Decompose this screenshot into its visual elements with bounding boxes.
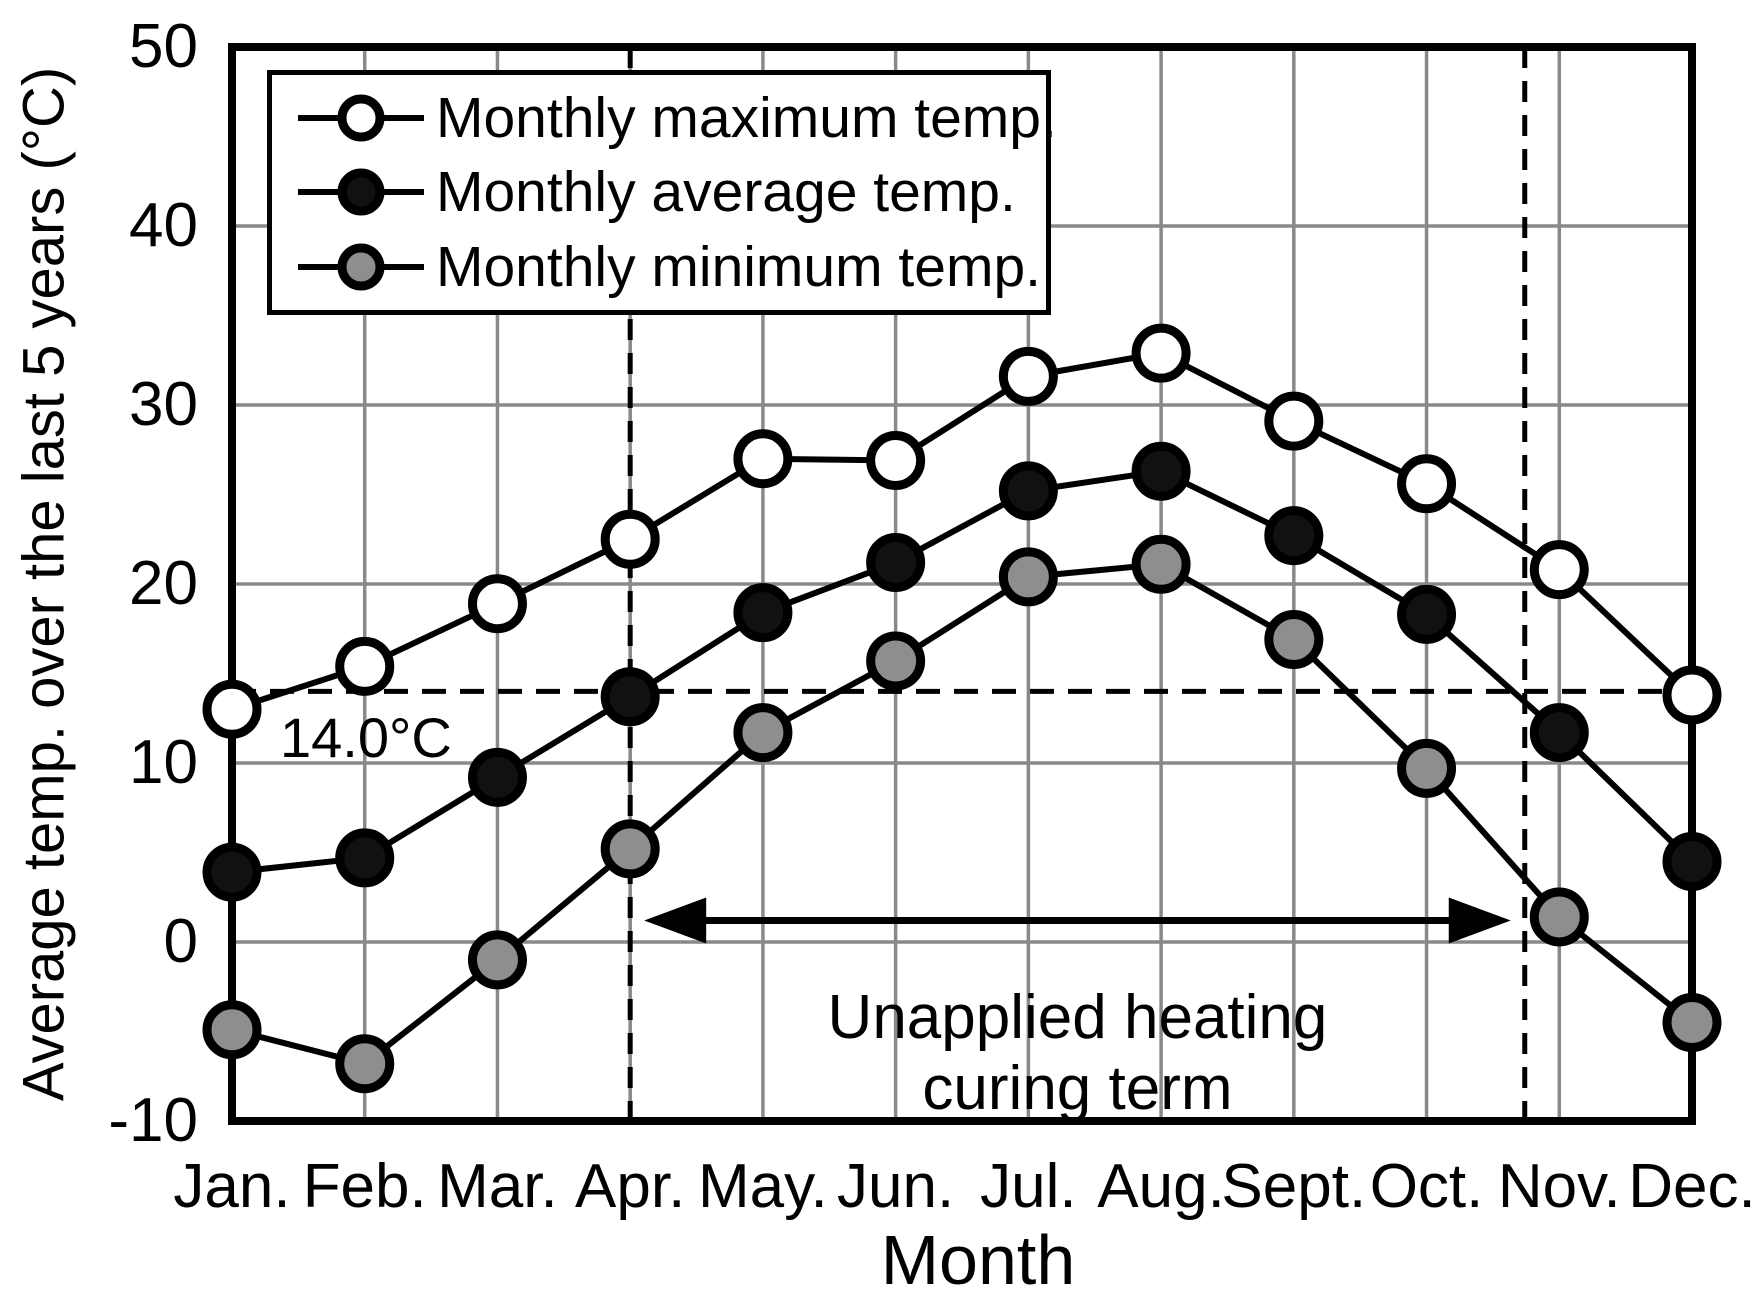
x-tick-label: Apr. <box>575 1152 686 1221</box>
data-point-marker <box>335 636 395 696</box>
x-tick-label: Feb. <box>302 1152 427 1221</box>
data-point-marker <box>202 1000 262 1060</box>
filled-black-circle-marker-icon <box>298 168 424 216</box>
x-tick-label: Dec. <box>1628 1152 1755 1221</box>
x-tick-label: May. <box>698 1152 828 1221</box>
arrow-head-right <box>1448 897 1511 944</box>
data-point-marker <box>600 819 660 879</box>
legend-circle-max <box>337 94 385 142</box>
data-point-marker <box>866 533 926 593</box>
data-point-marker <box>1662 665 1722 725</box>
data-point-marker <box>866 430 926 490</box>
legend: Monthly maximum temp. Monthly average te… <box>267 70 1057 315</box>
data-point-marker <box>335 828 395 888</box>
data-point-marker <box>202 842 262 902</box>
data-point-marker <box>1397 584 1457 644</box>
legend-item-min: Monthly minimum temp. <box>272 234 1046 300</box>
x-tick-label: Jul. <box>980 1152 1077 1221</box>
data-point-marker <box>467 747 527 807</box>
data-point-marker <box>202 679 262 739</box>
x-tick-label: Jan. <box>173 1152 291 1221</box>
data-point-marker <box>600 509 660 569</box>
reference-line-label: 14.0°C <box>280 706 452 770</box>
data-point-marker <box>1529 887 1589 947</box>
x-tick-label: Nov. <box>1497 1152 1621 1221</box>
plot-border <box>228 43 1696 1125</box>
data-point-marker <box>1264 609 1324 669</box>
y-tick-label: 30 <box>129 370 198 439</box>
curing-term-annotation: Unapplied heating curing term <box>828 982 1328 1124</box>
legend-label: Monthly average temp. <box>436 160 1016 225</box>
data-point-marker <box>733 583 793 643</box>
legend-label: Monthly minimum temp. <box>436 234 1041 299</box>
legend-label: Monthly maximum temp. <box>436 86 1057 151</box>
data-point-marker <box>1264 506 1324 566</box>
x-axis-title: Month <box>880 1221 1076 1296</box>
filled-gray-circle-marker-icon <box>298 243 424 291</box>
data-point-marker <box>1529 703 1589 763</box>
data-point-marker <box>467 930 527 990</box>
y-tick-label: 0 <box>163 907 198 976</box>
data-point-marker <box>998 461 1058 521</box>
legend-circle-min <box>337 243 385 291</box>
data-point-marker <box>733 703 793 763</box>
y-tick-label: 20 <box>129 549 198 618</box>
x-tick-label: Aug. <box>1097 1152 1225 1221</box>
x-tick-label: Jun. <box>837 1152 955 1221</box>
data-point-marker <box>1397 454 1457 514</box>
data-point-marker <box>1131 534 1191 594</box>
data-point-marker <box>1529 540 1589 600</box>
data-point-marker <box>1662 993 1722 1053</box>
x-tick-label: Sept. <box>1221 1152 1367 1221</box>
x-tick-label: Oct. <box>1369 1152 1484 1221</box>
data-point-marker <box>1131 441 1191 501</box>
data-point-marker <box>998 346 1058 406</box>
legend-circle-avg <box>337 168 385 216</box>
x-tick-label: Mar. <box>437 1152 558 1221</box>
data-point-marker <box>1131 323 1191 383</box>
y-tick-label: 40 <box>129 191 198 260</box>
legend-item-avg: Monthly average temp. <box>272 159 1046 225</box>
y-tick-label: 50 <box>129 12 198 81</box>
y-tick-label: 10 <box>129 728 198 797</box>
data-point-marker <box>866 631 926 691</box>
annotation-line-1: Unapplied heating <box>827 983 1328 1052</box>
legend-item-max: Monthly maximum temp. <box>272 85 1057 151</box>
data-point-marker <box>335 1034 395 1094</box>
data-point-marker <box>998 547 1058 607</box>
open-circle-marker-icon <box>298 94 424 142</box>
y-tick-label: -10 <box>108 1086 198 1155</box>
data-point-marker <box>1397 738 1457 798</box>
arrow-head-left <box>644 897 707 944</box>
data-point-marker <box>1662 831 1722 891</box>
data-point-marker <box>733 429 793 489</box>
series-line <box>231 468 1695 876</box>
data-point-marker <box>467 574 527 634</box>
annotation-line-2: curing term <box>922 1054 1233 1123</box>
data-point-marker <box>600 667 660 727</box>
data-point-marker <box>1264 391 1324 451</box>
